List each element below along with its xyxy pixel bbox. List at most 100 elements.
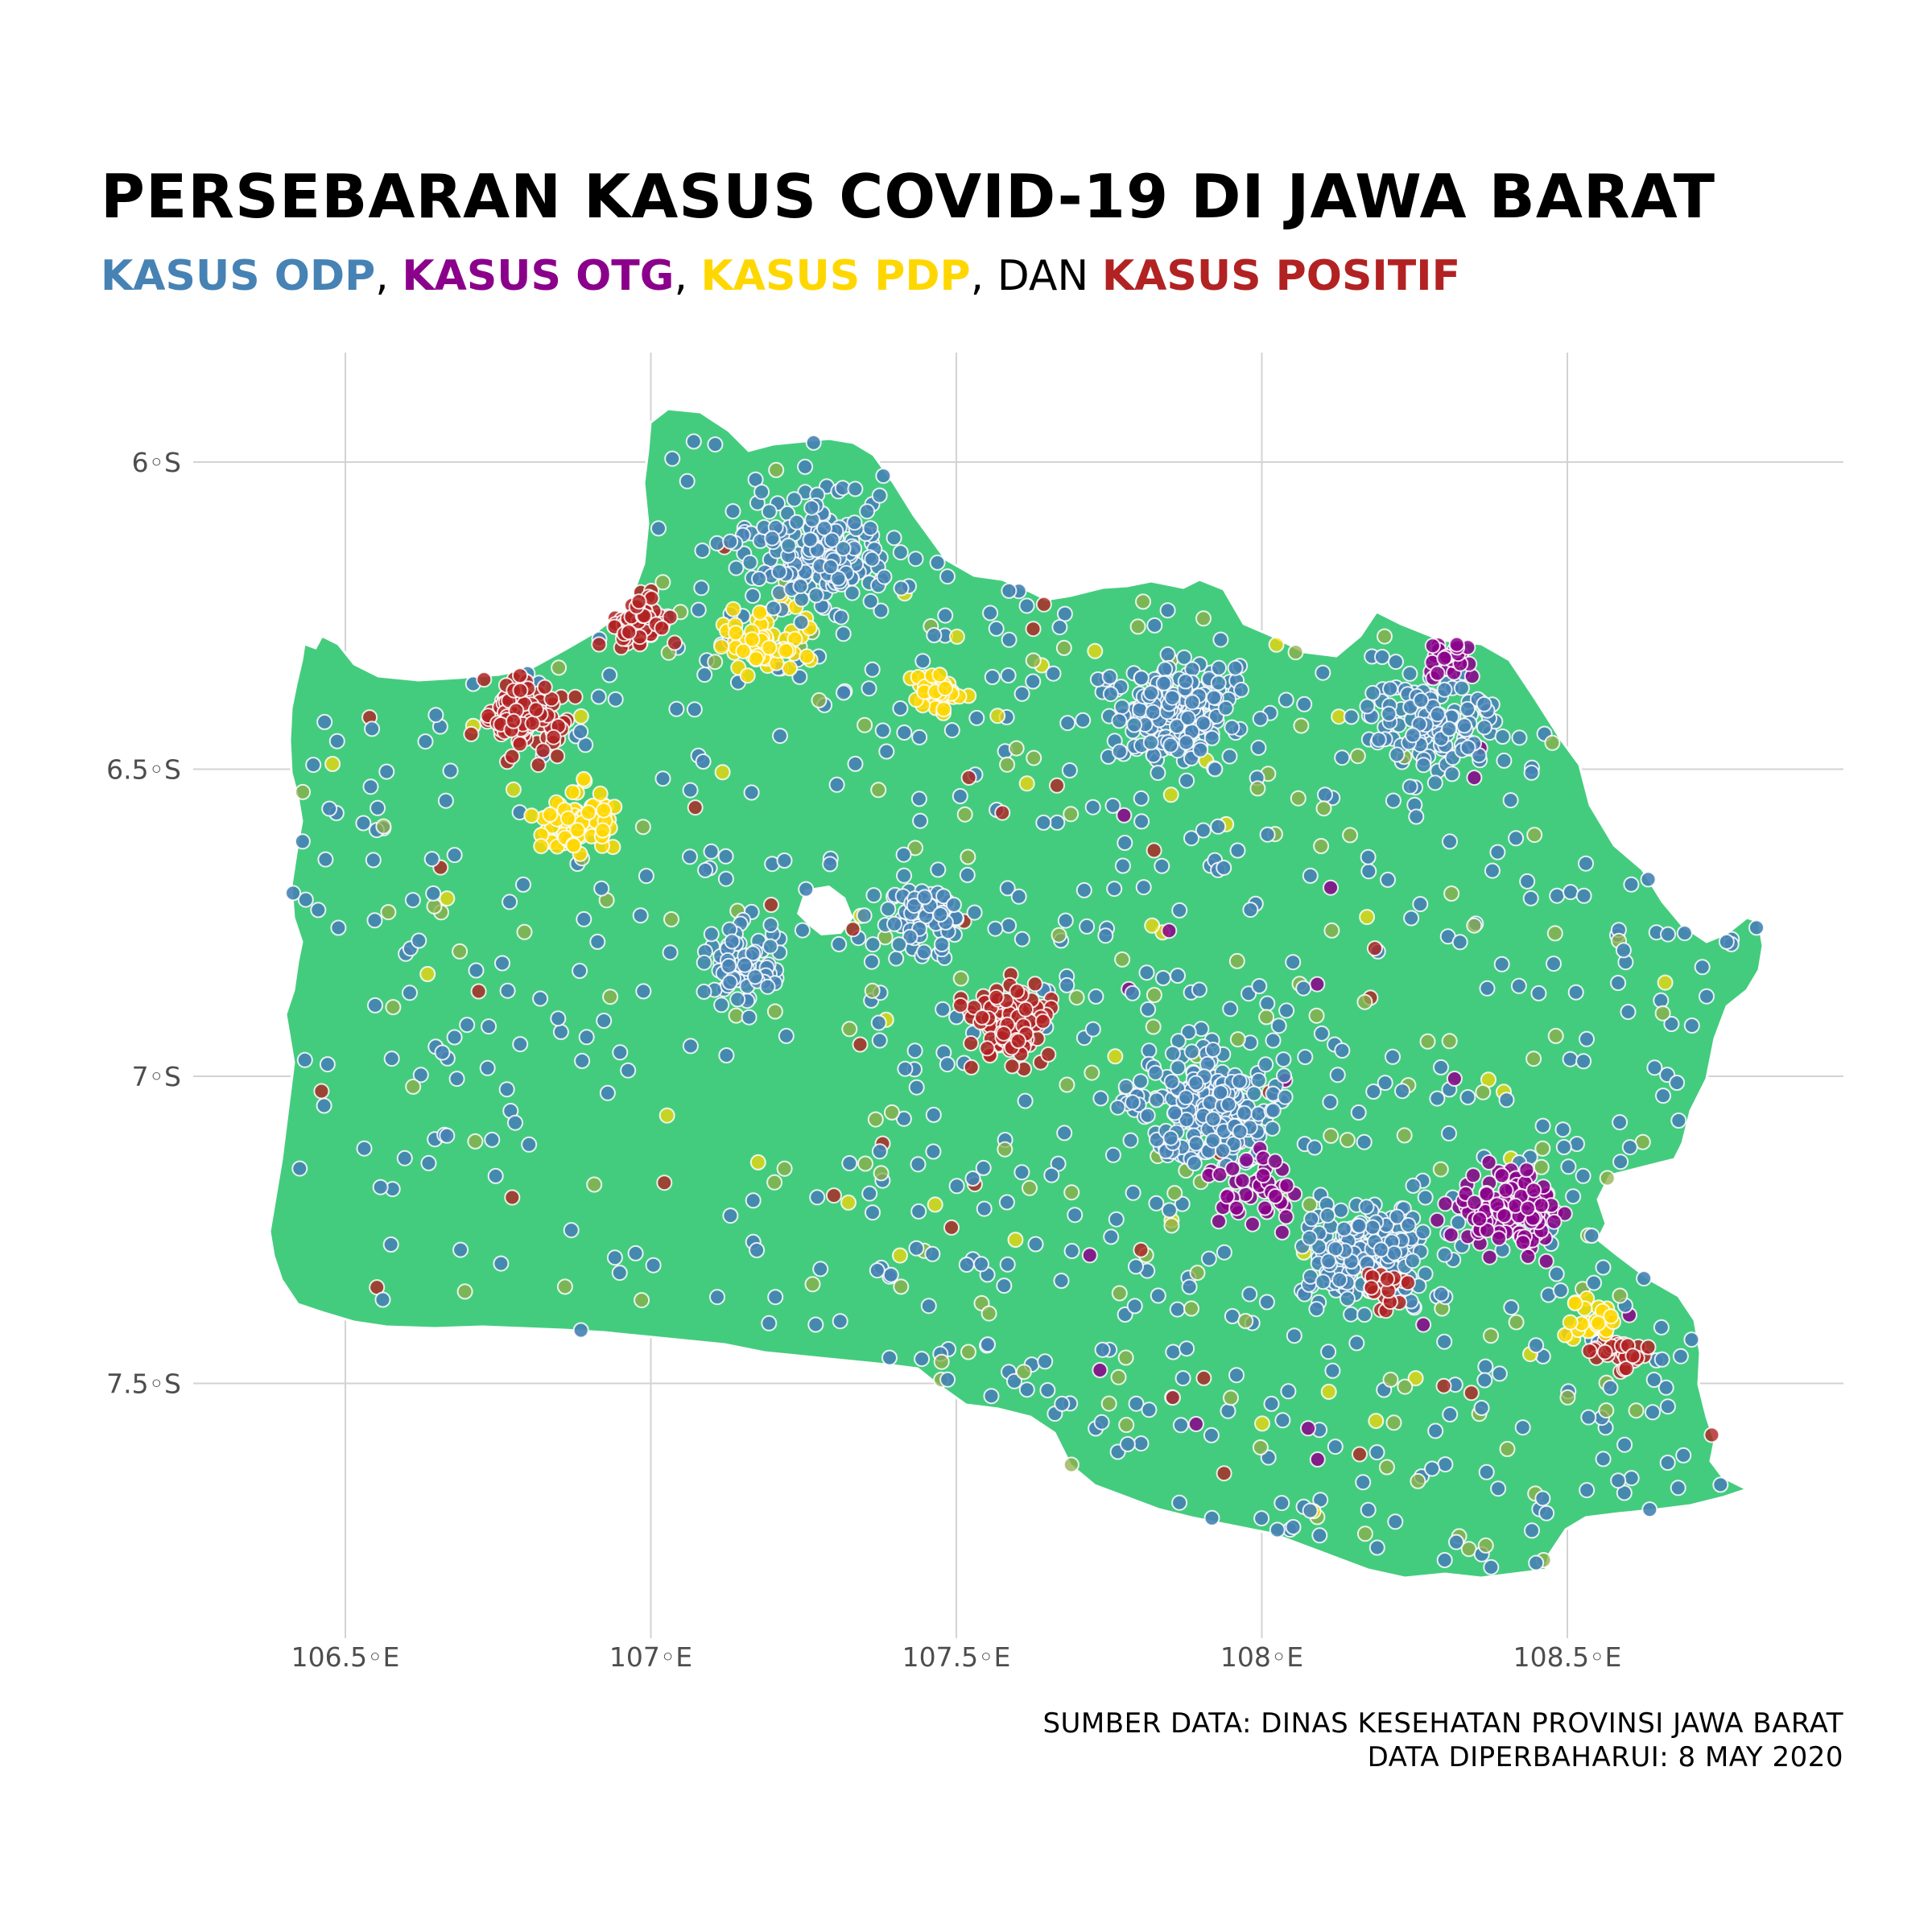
case-point [611,1265,628,1282]
case-point [998,1194,1015,1211]
case-point [1232,1123,1249,1140]
case-point [934,936,950,952]
case-point [1186,1155,1203,1172]
case-point [765,600,782,617]
case-point [1290,790,1307,807]
case-point [1419,1033,1436,1050]
case-point [1488,1196,1505,1213]
case-point [908,1079,925,1096]
case-point [1027,1236,1044,1253]
case-point [1583,1228,1600,1244]
case-point [709,1289,725,1306]
case-point [828,776,845,793]
case-point [1229,842,1246,859]
case-point [536,679,553,696]
case-point [1718,933,1735,950]
case-point [1107,1048,1124,1065]
case-point [1429,706,1446,723]
case-point [1359,909,1376,926]
case-point [523,807,540,824]
case-point [803,499,820,516]
legend-sep-2: , [674,252,701,300]
case-point [1144,917,1161,934]
case-point [1533,1197,1550,1214]
case-point [1224,719,1241,736]
case-point [576,770,592,787]
case-point [417,733,434,750]
case-point [1207,761,1224,778]
case-point [594,822,611,839]
case-point [1302,867,1319,884]
case-point [1552,1282,1569,1299]
case-point [1172,1417,1189,1434]
case-point [832,1313,848,1330]
case-point [589,933,606,950]
legend-pdp: KASUS PDP [700,252,971,300]
case-point [434,1044,451,1061]
case-point [1385,1414,1402,1431]
case-point [551,659,568,676]
case-point [1389,1208,1406,1225]
case-point [1049,777,1065,794]
case-point [1356,1133,1373,1150]
case-point [1111,1285,1128,1302]
case-point [296,1051,313,1068]
case-point [1610,975,1627,991]
case-point [467,1133,484,1150]
source-note: SUMBER DATA: DINAS KESEHATAN PROVINSI JA… [1042,1707,1843,1774]
case-point [310,902,327,919]
case-point [1309,976,1326,993]
case-point [846,514,863,531]
case-point [1356,1525,1373,1542]
case-point [1104,797,1121,814]
case-point [1491,1230,1507,1247]
case-point [1615,942,1632,959]
case-point [778,1027,795,1044]
case-point [764,530,781,547]
case-point [1001,631,1018,648]
case-point [1459,700,1476,717]
case-point [1313,838,1330,854]
case-point [929,554,946,571]
case-point [908,1240,925,1257]
case-point [317,851,334,868]
case-point [728,1007,745,1024]
case-point [1408,808,1425,825]
case-point [1483,1327,1499,1344]
case-point [535,742,551,759]
case-point [1220,1096,1237,1113]
case-point [321,800,338,817]
case-point [502,894,518,910]
case-point [1040,1046,1057,1063]
case-point [1146,842,1162,859]
case-point [476,671,493,688]
case-point [1242,902,1259,919]
case-point [442,762,459,779]
case-point [505,781,522,798]
case-point [1009,983,1026,1000]
case-point [759,978,776,995]
case-point [1068,989,1085,1006]
update-date: DATA DIPERBAHARUI: 8 MAY 2020 [1367,1741,1843,1773]
case-point [667,634,683,651]
case-point [1133,813,1150,830]
case-point [602,989,619,1005]
case-point [830,570,847,587]
case-point [607,691,624,708]
case-point [1547,1027,1564,1044]
case-point [1015,1364,1032,1381]
case-point [793,614,810,631]
case-point [1317,786,1333,803]
case-point [1563,884,1579,901]
case-point [766,1174,783,1191]
case-point [1475,1084,1492,1100]
case-point [1063,806,1080,823]
case-point [762,917,779,933]
case-point [892,1247,908,1264]
case-point [493,1255,510,1272]
case-point [910,1203,927,1220]
case-point [1056,605,1073,622]
case-point [668,700,685,717]
case-point [1405,1177,1422,1194]
case-point [294,833,311,850]
